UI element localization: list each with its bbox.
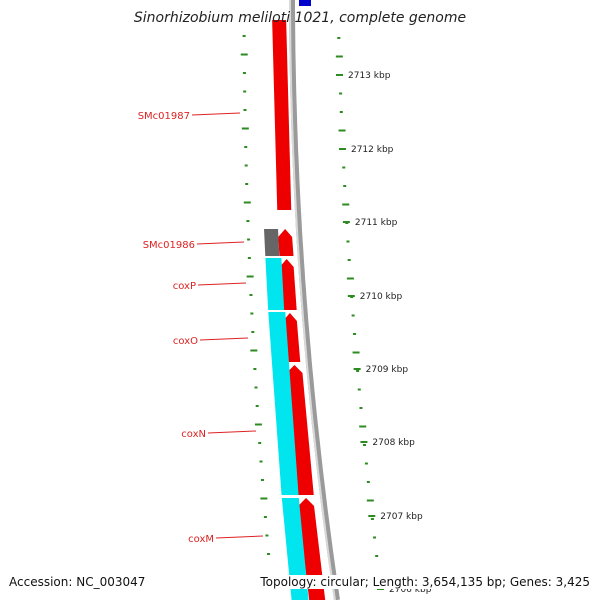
gene-label-coxp: coxP bbox=[173, 281, 196, 292]
reverse-gene bbox=[265, 258, 285, 310]
scale-label: 2708 kbp bbox=[372, 438, 415, 448]
reverse-gene bbox=[268, 312, 299, 495]
genome-title: Sinorhizobium meliloti 1021, complete ge… bbox=[133, 10, 467, 26]
gene-label-coxm: coxM bbox=[188, 534, 214, 545]
backbone-highlight bbox=[289, 0, 336, 600]
scale-labels: 2713 kbp 2712 kbp 2711 kbp 2710 kbp 2709 kbp… bbox=[336, 71, 432, 595]
reverse-gene bbox=[281, 498, 309, 600]
hypothetical-gene bbox=[264, 229, 280, 256]
forward-gene bbox=[279, 259, 297, 310]
scale-label: 2712 kbp bbox=[351, 145, 394, 155]
label-leader-line bbox=[215, 535, 264, 539]
forward-gene bbox=[272, 20, 292, 210]
forward-gene bbox=[286, 365, 314, 495]
outer-tick-track bbox=[335, 37, 379, 557]
topology-text: Topology: circular; Length: 3,654,135 bp… bbox=[260, 575, 590, 589]
gene-label-coxo: coxO bbox=[173, 336, 198, 347]
scale-label: 2711 kbp bbox=[355, 218, 398, 228]
inner-tick-track bbox=[240, 35, 271, 555]
genome-backbone bbox=[289, 0, 340, 600]
gene-label-smc01987: SMc01987 bbox=[138, 111, 190, 122]
gene-labels: SMc01987 SMc01986 coxP coxO coxN coxM bbox=[138, 111, 264, 545]
label-leader-line bbox=[199, 337, 249, 341]
gene-label-smc01986: SMc01986 bbox=[143, 240, 195, 251]
scale-label: 2706 kbp bbox=[389, 585, 432, 595]
accession-text: Accession: NC_003047 bbox=[9, 575, 146, 589]
gene-track bbox=[264, 20, 326, 600]
scale-label: 2707 kbp bbox=[380, 512, 423, 522]
strand-marker bbox=[299, 0, 311, 6]
gene-label-coxn: coxN bbox=[181, 429, 206, 440]
forward-gene bbox=[298, 498, 326, 600]
forward-gene bbox=[278, 229, 294, 256]
backbone-line bbox=[289, 0, 340, 600]
label-leader-line bbox=[191, 112, 241, 116]
scale-label: 2710 kbp bbox=[360, 292, 403, 302]
label-leader-line bbox=[196, 241, 245, 245]
label-leader-line bbox=[207, 430, 257, 434]
label-leader-line bbox=[197, 282, 247, 286]
scale-label: 2709 kbp bbox=[366, 365, 409, 375]
scale-label: 2713 kbp bbox=[348, 71, 391, 81]
